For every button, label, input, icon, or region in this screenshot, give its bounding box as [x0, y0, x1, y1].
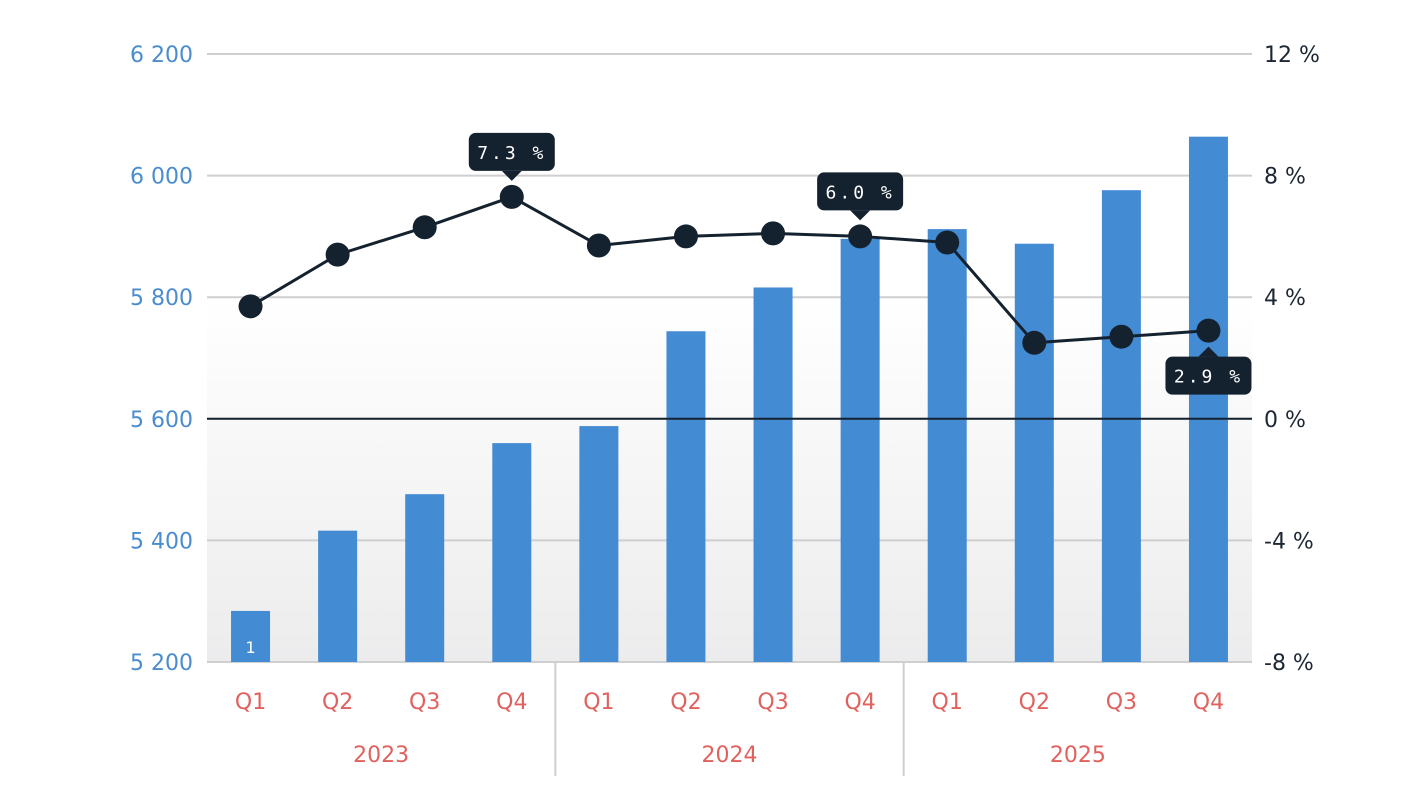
bar [1101, 190, 1141, 662]
change-line [249, 195, 1209, 345]
x-tick-label: Q1 [932, 690, 963, 715]
plot-background [207, 297, 1252, 662]
callout-label: 6.0 % [826, 182, 895, 203]
y-left-tick-label: 5 600 [130, 408, 193, 433]
bar [492, 443, 532, 662]
x-tick-label: Q3 [1106, 690, 1137, 715]
bar [1014, 243, 1054, 663]
bar [1188, 136, 1228, 663]
y-left-tick-label: 5 800 [130, 286, 193, 311]
line-point [412, 215, 437, 240]
y-right-tick-label: 0 % [1264, 408, 1306, 433]
bar-value-label: 1 [245, 638, 255, 657]
y-left-tick-label: 5 400 [130, 529, 193, 554]
callout-box [1165, 356, 1252, 395]
line-point [499, 184, 524, 209]
x-group-label: 2025 [1050, 743, 1106, 768]
y-left-tick-label: 6 000 [130, 165, 193, 190]
x-group-label: 2023 [353, 743, 409, 768]
bar [666, 331, 706, 662]
y-right-tick-label: 4 % [1264, 286, 1306, 311]
line-point [848, 224, 873, 249]
bar [753, 287, 793, 662]
callout-box [817, 172, 904, 211]
callout-pointer [501, 170, 522, 181]
x-group-label: 2024 [702, 743, 758, 768]
line-point [935, 230, 960, 255]
x-tick-label: Q4 [844, 690, 875, 715]
line-point [673, 224, 698, 249]
x-tick-label: Q1 [583, 690, 614, 715]
value-callout: 6.0 % [817, 172, 904, 221]
x-tick-label: Q3 [757, 690, 788, 715]
line-point [1196, 318, 1221, 343]
line-point [1022, 330, 1047, 355]
y-right-tick-label: -4 % [1264, 529, 1314, 554]
bar [231, 610, 271, 662]
x-tick-label: Q4 [496, 690, 527, 715]
line-point [238, 294, 263, 319]
y-right-tick-label: 8 % [1264, 165, 1306, 190]
value-callout: 7.3 % [468, 132, 555, 181]
callout-box [468, 132, 555, 171]
line-point [586, 233, 611, 258]
y-left-tick-label: 5 200 [130, 651, 193, 676]
callout-label: 2.9 % [1174, 367, 1243, 388]
bar [579, 426, 619, 662]
line-point [325, 242, 350, 267]
y-right-tick-label: 12 % [1264, 43, 1320, 68]
y-right-tick-label: -8 % [1264, 651, 1314, 676]
callout-pointer [1198, 346, 1219, 357]
bar [318, 530, 358, 662]
bar [927, 229, 967, 662]
value-callout: 2.9 % [1165, 346, 1252, 395]
callout-pointer [850, 210, 871, 221]
x-tick-label: Q4 [1193, 690, 1224, 715]
x-tick-label: Q3 [409, 690, 440, 715]
bar [405, 494, 445, 662]
bar [840, 238, 880, 662]
x-tick-label: Q2 [670, 690, 701, 715]
line-point [761, 221, 786, 246]
x-tick-label: Q1 [235, 690, 266, 715]
y-left-tick-label: 6 200 [130, 43, 193, 68]
x-tick-label: Q2 [1019, 690, 1050, 715]
line-point [1109, 324, 1134, 349]
callout-label: 7.3 % [477, 143, 546, 164]
x-tick-label: Q2 [322, 690, 353, 715]
